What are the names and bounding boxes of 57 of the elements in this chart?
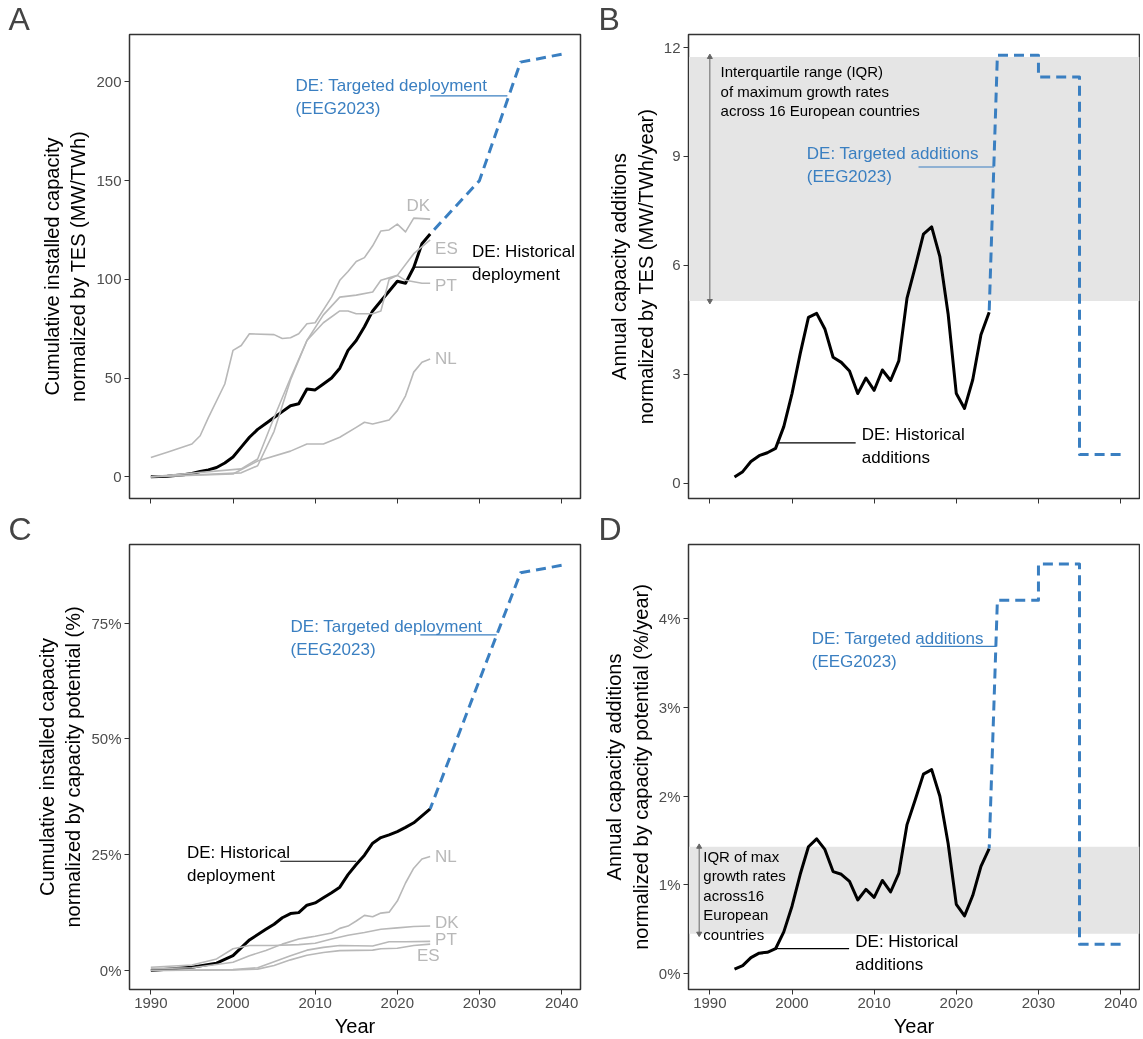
y-tick-label: 50 (104, 369, 122, 387)
series-label: ES (435, 239, 458, 259)
y-tick-label: 3% (658, 699, 681, 717)
x-tick-label: 2010 (298, 993, 332, 1011)
y-tick-label: 2% (658, 787, 681, 805)
series-label: DK (406, 196, 431, 216)
y-axis-title: Cumulative installed capacity normalized by capacity potential (%) (36, 606, 85, 928)
y-tick-label: 150 (96, 171, 122, 189)
series-label: DK (435, 912, 460, 932)
series-label: DE: Targeted additions (EEG2023) (806, 143, 979, 186)
y-tick-label: 75% (91, 614, 122, 632)
y-tick-label: 100 (96, 270, 122, 288)
y-axis-title: Cumulative installed capacity normalized by TES (MW/TWh) (41, 131, 90, 403)
x-tick-label: 2040 (1103, 993, 1138, 1011)
y-tick-label: 1% (658, 876, 681, 894)
x-tick-label: 2020 (939, 993, 973, 1011)
x-tick-label: 2000 (216, 993, 250, 1011)
x-tick-label: 1990 (134, 993, 168, 1011)
series-label: NL (435, 349, 457, 369)
y-tick-label: 25% (91, 846, 122, 864)
x-tick-label: 2020 (380, 993, 414, 1011)
x-tick-label: 2010 (857, 993, 891, 1011)
y-axis-title: Annual capacity additions normalized by TES (MW/TWh/year) (608, 109, 657, 425)
band-label: Interquartile range (IQR) of maximum growth rates across 16 European countries (720, 63, 920, 120)
series-label: DE: Targeted deployment (EEG2023) (295, 75, 488, 118)
y-tick-label: 6 (672, 256, 681, 274)
series-label: DE: Targeted additions (EEG2023) (811, 628, 984, 671)
y-axis-title: Annual capacity additions normalized by capacity potential (%/year) (603, 584, 652, 950)
y-tick-label: 0 (672, 474, 681, 492)
series-label: NL (435, 847, 457, 867)
series-label: PT (435, 275, 457, 295)
x-axis-title: Year (893, 1014, 935, 1037)
chart-title: A (8, 0, 31, 37)
x-tick-label: 2000 (775, 993, 809, 1011)
x-tick-label: 1990 (693, 993, 727, 1011)
y-tick-label: 0% (99, 962, 122, 980)
y-tick-label: 0% (658, 965, 681, 983)
y-tick-label: 4% (658, 610, 681, 628)
chart-title: C (8, 510, 32, 547)
legend-label: DE: Historical additions (855, 931, 959, 974)
y-tick-label: 50% (91, 730, 122, 748)
legend-label: DE: Historical additions (861, 424, 965, 467)
x-tick-label: 2040 (544, 993, 579, 1011)
y-tick-label: 200 (96, 72, 122, 90)
x-axis-title: Year (334, 1014, 376, 1037)
chart-title: D (598, 510, 622, 547)
y-tick-label: 3 (672, 365, 681, 383)
x-tick-label: 2030 (462, 993, 497, 1011)
series-label: DE: Targeted deployment (EEG2023) (290, 616, 483, 659)
y-tick-label: 12 (663, 38, 681, 56)
y-tick-label: 9 (672, 147, 681, 165)
text: DE: Historical deployment (472, 241, 576, 284)
x-tick-label: 2030 (1021, 993, 1056, 1011)
series-label: DE: Historical deployment (187, 843, 290, 885)
band-label: IQR of max growth rates across16 European countries (703, 847, 786, 943)
chart-title: B (598, 0, 620, 37)
y-tick-label: 0 (113, 467, 122, 485)
